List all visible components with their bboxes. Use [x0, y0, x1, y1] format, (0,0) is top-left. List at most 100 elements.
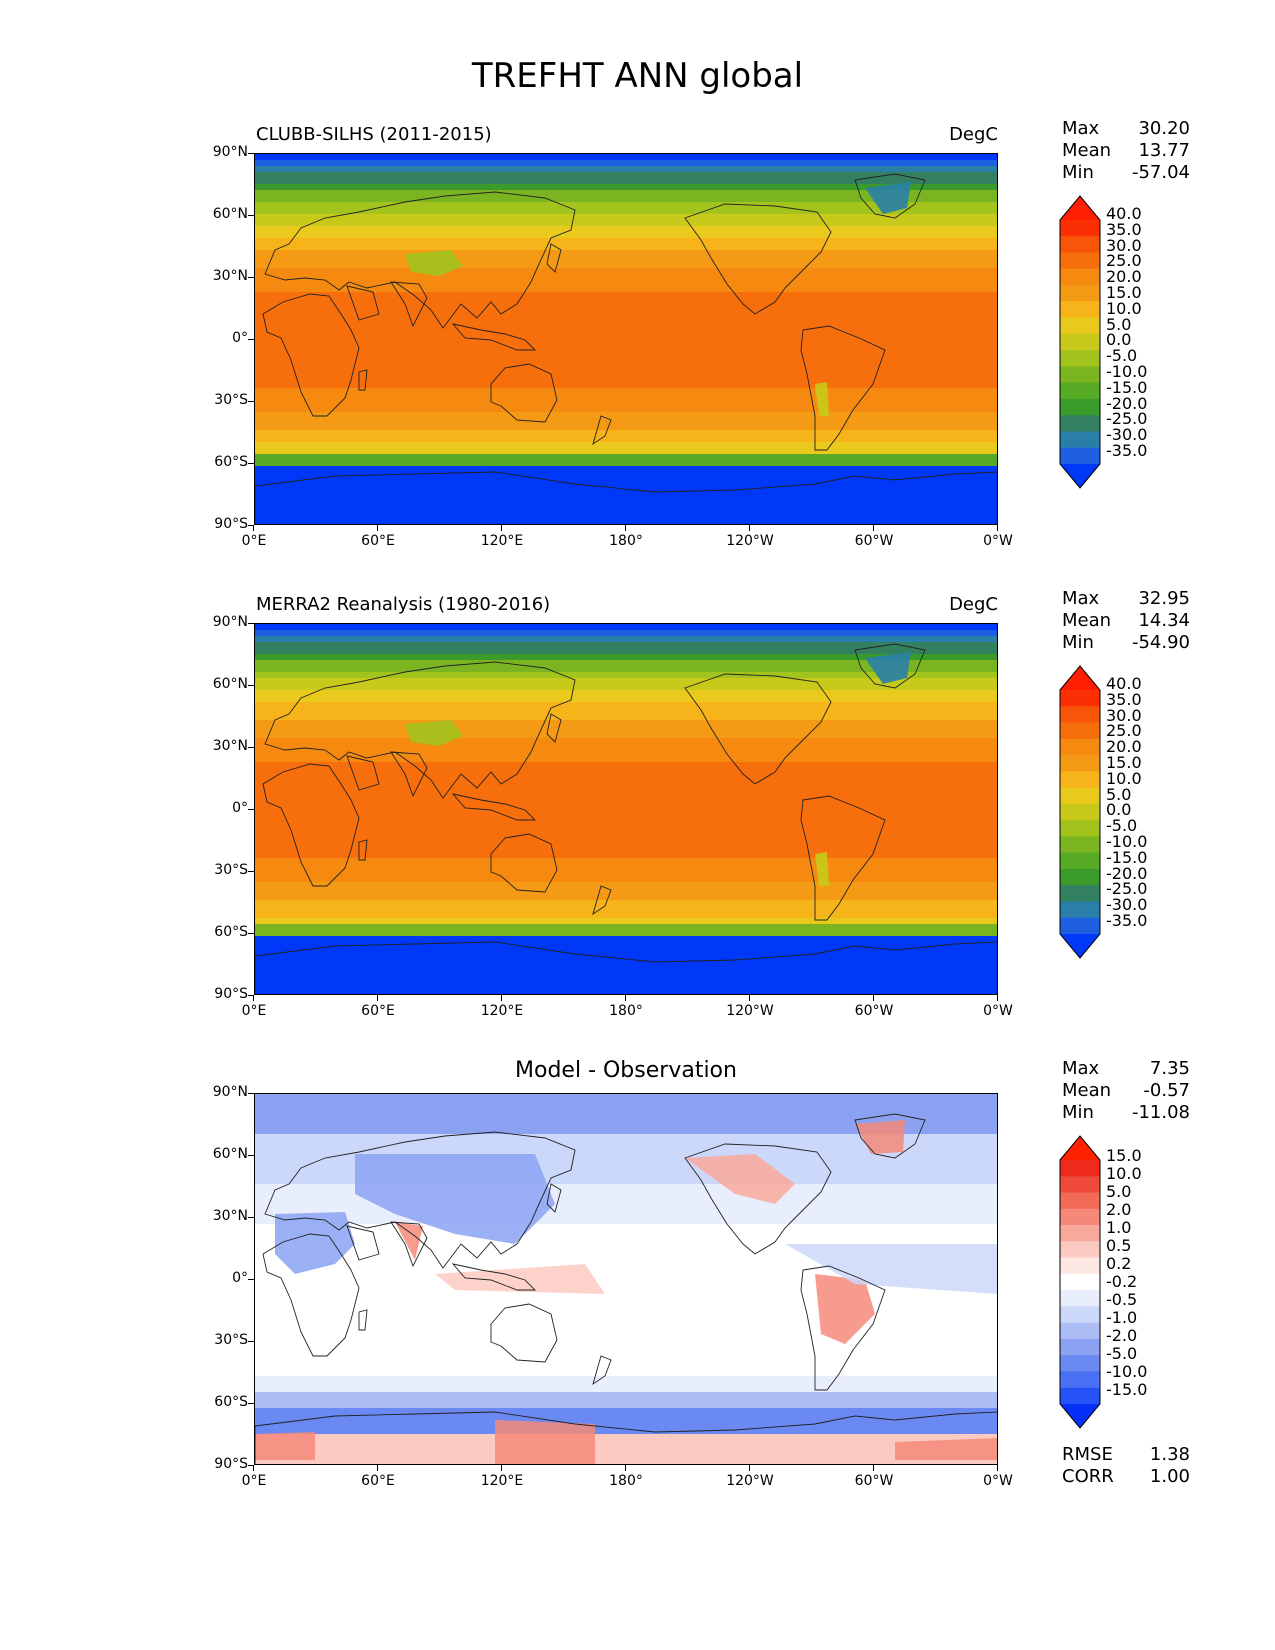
lat-tick [248, 1341, 254, 1342]
temperature-band [255, 232, 997, 239]
colorbar-tick-label: -25.0 [1106, 409, 1148, 429]
colorbar-bin [1060, 852, 1100, 870]
colorbar-tick-label: -25.0 [1106, 879, 1148, 899]
field-anomaly-patch [865, 182, 911, 214]
temperature-band [255, 786, 997, 793]
lat-tick [248, 153, 254, 154]
temperature-band [255, 642, 997, 649]
colorbar-tick-label: 10.0 [1106, 768, 1142, 788]
panel-title: CLUBB-SILHS (2011-2015) [256, 124, 492, 145]
lon-label: 180° [609, 1003, 643, 1019]
difference-band [255, 1408, 997, 1434]
coastline [684, 1143, 832, 1255]
colorbar-tick-label: 5.0 [1106, 314, 1132, 334]
stat-mean-value: -0.57 [1143, 1080, 1190, 1101]
lon-tick [501, 1465, 502, 1471]
colorbar-tick-label: 20.0 [1106, 737, 1142, 757]
lat-tick [248, 525, 254, 526]
difference-patch [495, 1420, 595, 1464]
temperature-band [255, 460, 997, 467]
stat-max-label: Max [1062, 1058, 1100, 1079]
temperature-band [255, 636, 997, 643]
colorbar-bin [1060, 755, 1100, 772]
temperature-band [255, 214, 997, 221]
temperature-band [255, 870, 997, 877]
stat-mean: Mean 13.77 [1062, 140, 1190, 162]
temperature-band [255, 508, 997, 515]
temperature-band [255, 364, 997, 371]
colorbar-bin [1060, 1257, 1100, 1275]
coastline [546, 1183, 562, 1213]
stat-min-value: -11.08 [1131, 1102, 1190, 1123]
panel-title: MERRA2 Reanalysis (1980-2016) [256, 594, 551, 615]
temperature-band [255, 250, 997, 257]
map-observation [254, 623, 998, 995]
rmse-value: 1.38 [1149, 1444, 1190, 1465]
temperature-band [255, 720, 997, 727]
temperature-band [255, 882, 997, 889]
coastline [390, 1221, 428, 1268]
temperature-band [255, 298, 997, 305]
lon-tick [625, 525, 626, 531]
stat-max-value: 7.35 [1149, 1058, 1190, 1079]
colorbar-outline [1059, 195, 1101, 489]
temperature-field [255, 624, 997, 994]
lon-label: 60°E [361, 533, 395, 549]
colorbar-tick-label: 10.0 [1106, 298, 1142, 318]
lat-label: 90°S [214, 1456, 248, 1472]
temperature-band [255, 202, 997, 209]
lon-tick [997, 525, 998, 531]
colorbar-tick-label: -0.2 [1106, 1272, 1138, 1291]
temperature-band [255, 960, 997, 967]
lon-label: 0°W [983, 1473, 1013, 1489]
coastline [490, 363, 558, 423]
temperature-band [255, 876, 997, 883]
colorbar-bin [1060, 1338, 1100, 1356]
lat-tick [248, 809, 254, 810]
temperature-band [255, 352, 997, 359]
difference-patch [395, 1222, 423, 1260]
temperature-band [255, 738, 997, 745]
stat-mean-value: 13.77 [1138, 140, 1190, 161]
colorbar-bin [1060, 1208, 1100, 1226]
colorbar-bin [1060, 1176, 1100, 1194]
temperature-band [255, 490, 997, 497]
colorbar-tick-label: 15.0 [1106, 753, 1142, 772]
lon-tick [253, 995, 254, 1001]
coastline [451, 1263, 537, 1291]
colorbar-bin [1060, 431, 1100, 449]
temperature-band [255, 792, 997, 799]
lon-label: 0°W [983, 1003, 1013, 1019]
lat-label: 60°N [212, 206, 248, 222]
colorbar-tick-label: -1.0 [1106, 1308, 1138, 1327]
colorbar-bin [1060, 1355, 1100, 1373]
colorbar-bin [1060, 1273, 1100, 1291]
temperature-band [255, 930, 997, 937]
colorbar-bin [1060, 1290, 1100, 1307]
field-anomaly-patch [815, 852, 829, 886]
temperature-band [255, 888, 997, 895]
temperature-band [255, 966, 997, 973]
lon-tick [501, 525, 502, 531]
colorbar-tick-label: -20.0 [1106, 393, 1148, 413]
colorbar-bin [1060, 285, 1100, 302]
lon-label: 120°E [480, 533, 524, 549]
temperature-band [255, 900, 997, 907]
colorbar-tick-label: 15.0 [1106, 1146, 1142, 1165]
colorbar-tick-label: -15.0 [1106, 847, 1148, 867]
temperature-band [255, 684, 997, 691]
temperature-band [255, 654, 997, 661]
temperature-band [255, 846, 997, 853]
lon-tick [873, 995, 874, 1001]
coastline [262, 1233, 360, 1357]
map-difference [254, 1093, 998, 1465]
lat-tick [248, 995, 254, 996]
temperature-band [255, 936, 997, 943]
stat-max: Max 32.95 [1062, 588, 1190, 610]
colorbar-bin [1060, 1225, 1100, 1242]
temperature-band [255, 466, 997, 473]
coastline [800, 1265, 886, 1391]
colorbar-bin [1060, 382, 1100, 400]
stat-mean: Mean 14.34 [1062, 610, 1190, 632]
lat-tick [248, 1279, 254, 1280]
